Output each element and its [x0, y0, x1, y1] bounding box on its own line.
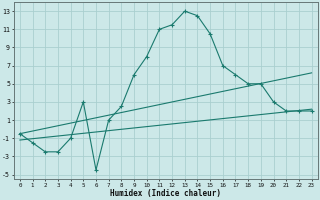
- X-axis label: Humidex (Indice chaleur): Humidex (Indice chaleur): [110, 189, 221, 198]
